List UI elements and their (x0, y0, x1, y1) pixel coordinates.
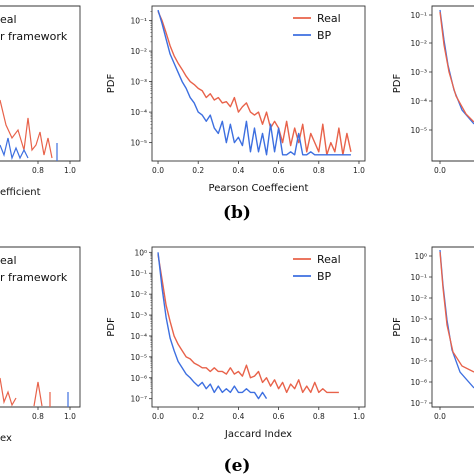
legend-label-real: Real (317, 12, 341, 25)
frame-fragment (431, 246, 474, 408)
y-tick-label: 10⁻² (410, 39, 427, 48)
panel-label-b: (b) (223, 203, 251, 223)
x-tick-label: 0.6 (273, 166, 285, 175)
chart-panel-pearson: 0.0 0.2 0.4 0.6 0.8 1.0 10⁻¹ 10⁻² 10⁻³ 10⁻⁴ 10⁻⁵ Pe… (106, 5, 366, 194)
right-panel-fragment-top: 10⁻¹ 10⁻² 10⁻³ 10⁻⁴ 10⁻⁵ PDF 0.0 (392, 5, 474, 175)
series-line-fragment-bp (0, 137, 29, 161)
series-line-fragment-bp (439, 249, 474, 389)
y-axis-label-fragment: PDF (392, 317, 403, 337)
plot-layer: 0.0 0.2 0.4 0.6 0.8 1.0 10⁻¹ 10⁻² 10⁻³ 10⁻⁴ 10⁻⁵ Pe… (106, 5, 366, 440)
y-tick-label: 10⁻¹ (410, 11, 427, 20)
y-tick-label: 10⁻³ (410, 68, 427, 77)
series-line-bp (157, 252, 268, 400)
y-tick-label: 10⁻⁷ (410, 399, 427, 408)
plot-frame (151, 5, 366, 162)
x-tick-label: 0.2 (192, 412, 204, 421)
y-tick-label: 10⁰ (414, 252, 427, 261)
legend-fragment-text: r framework (0, 271, 68, 284)
y-tick-label: 10⁻³ (130, 311, 147, 320)
y-axis-label-fragment: PDF (392, 74, 403, 94)
y-tick-label: 10⁻³ (410, 315, 427, 324)
frame-fragment (0, 246, 81, 408)
series-line-fragment-bp (439, 9, 474, 125)
y-tick-label: 10⁻⁵ (130, 353, 147, 362)
series-line-fragment-real (439, 11, 474, 123)
y-tick-label: 10⁻² (130, 47, 147, 56)
y-tick-label: 10⁻¹ (130, 269, 147, 278)
frame-fragment (431, 5, 474, 162)
left-panel-fragment-top: eal r framework 0.8 1.0 efficient (0, 5, 81, 198)
legend-fragment-text: eal (0, 254, 17, 267)
x-tick-label: 0.2 (192, 166, 204, 175)
x-tick-label: 0.4 (232, 412, 244, 421)
x-tick-label: 0.8 (32, 412, 44, 421)
x-axis-label: Jaccard Index (224, 429, 292, 440)
series-line-real (157, 254, 339, 394)
y-tick-label: 10⁰ (134, 248, 147, 257)
series-line-fragment-real (0, 99, 53, 159)
left-panel-fragment-bottom: eal r framework 0.8 1.0 ex (0, 246, 81, 444)
x-tick-label: 0.8 (313, 412, 325, 421)
y-tick-label: 10⁻¹ (130, 17, 147, 26)
series-line-bp (157, 9, 351, 156)
y-tick-label: 10⁻² (130, 290, 147, 299)
y-tick-label: 10⁻⁴ (130, 108, 147, 117)
x-tick-label: 0.0 (152, 412, 164, 421)
legend-label-bp: BP (317, 270, 332, 283)
x-axis-label-fragment: efficient (0, 187, 41, 198)
cropped-neighbor-panels: eal r framework 0.8 1.0 efficient eal r framew… (0, 5, 474, 444)
y-tick-label: 10⁻⁶ (410, 378, 427, 387)
legend-fragment-text: eal (0, 13, 17, 26)
x-tick-label: 0.0 (434, 412, 446, 421)
x-axis-label-fragment: ex (0, 433, 12, 444)
x-tick-label: 0.0 (152, 166, 164, 175)
x-tick-label: 0.4 (232, 166, 244, 175)
y-tick-label: 10⁻² (410, 294, 427, 303)
right-panel-fragment-bottom: 10⁰ 10⁻¹ 10⁻² 10⁻³ 10⁻⁴ 10⁻⁵ 10⁻⁶ 10⁻⁷ PDF 0.0 (392, 246, 474, 421)
x-tick-label: 0.8 (32, 166, 44, 175)
y-tick-label: 10⁻⁵ (410, 126, 427, 135)
panel-label-e: (e) (224, 456, 251, 474)
x-tick-label: 1.0 (353, 166, 365, 175)
x-tick-label: 0.6 (273, 412, 285, 421)
y-axis-label: PDF (106, 74, 117, 94)
x-tick-label: 1.0 (64, 412, 76, 421)
x-tick-label: 1.0 (64, 166, 76, 175)
y-tick-label: 10⁻⁶ (130, 374, 147, 383)
series-line-fragment-real (439, 251, 474, 373)
legend-label-real: Real (317, 253, 341, 266)
series-spike-fragment-real (33, 381, 43, 407)
y-tick-label: 10⁻⁷ (130, 395, 147, 404)
y-axis-label: PDF (106, 317, 117, 337)
plot-frame (151, 246, 366, 408)
y-tick-label: 10⁻⁴ (410, 336, 427, 345)
legend-label-bp: BP (317, 29, 332, 42)
x-tick-label: 0.8 (313, 166, 325, 175)
x-axis-label: Pearson Coeffecient (209, 183, 309, 194)
legend-fragment-text: r framework (0, 30, 68, 43)
x-tick-label: 1.0 (353, 412, 365, 421)
y-tick-label: 10⁻⁴ (410, 97, 427, 106)
chart-panel-jaccard: 0.0 0.2 0.4 0.6 0.8 1.0 10⁰ 10⁻¹ 10⁻² 10⁻³ 10⁻⁴ 10⁻… (106, 246, 366, 440)
y-tick-label: 10⁻⁵ (130, 139, 147, 148)
y-tick-label: 10⁻¹ (410, 273, 427, 282)
x-tick-label: 0.0 (434, 166, 446, 175)
frame-fragment (0, 5, 81, 162)
series-line-fragment-real (0, 377, 17, 407)
y-tick-label: 10⁻³ (130, 78, 147, 87)
y-tick-label: 10⁻⁴ (130, 332, 147, 341)
series-line-real (157, 11, 352, 156)
y-tick-label: 10⁻⁵ (410, 357, 427, 366)
